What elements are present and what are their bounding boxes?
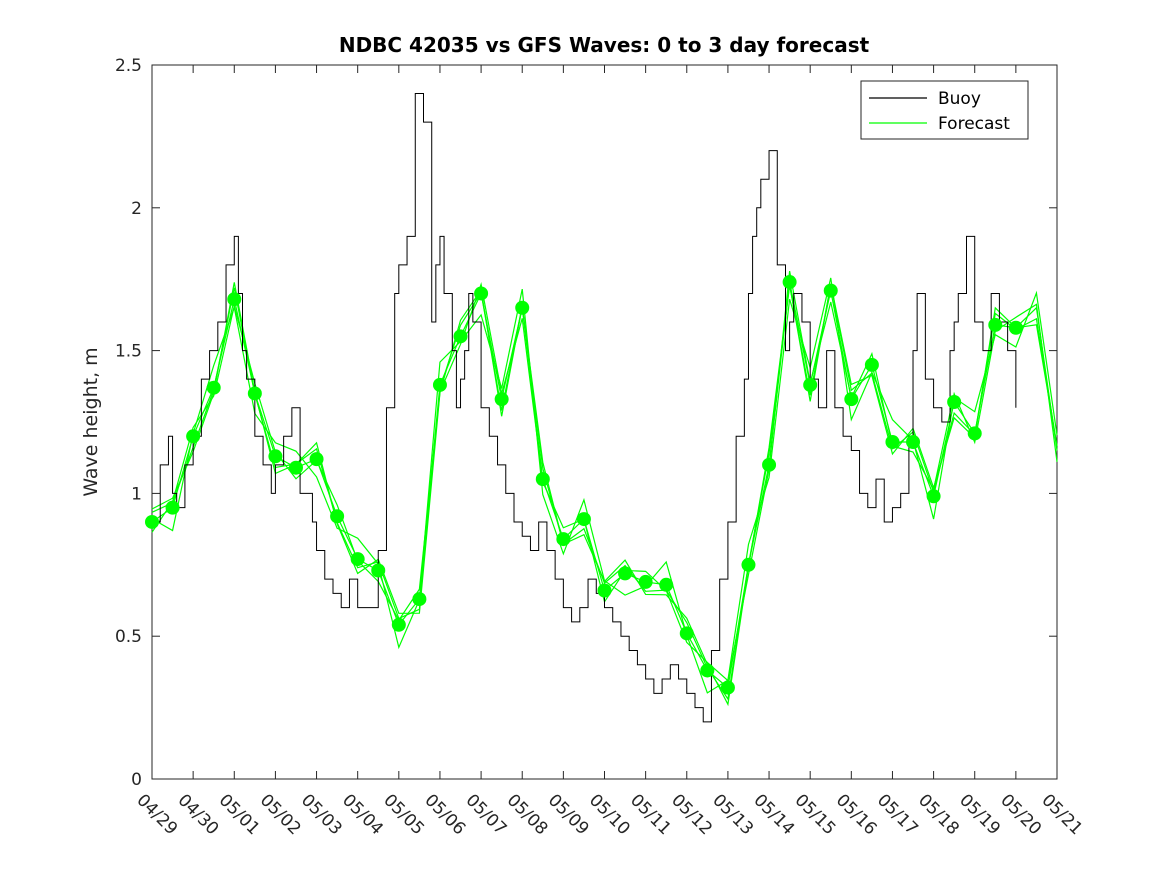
forecast-marker [926,489,941,504]
forecast-marker [288,460,303,475]
forecast-marker [453,329,468,344]
forecast-marker [844,392,859,407]
forecast-marker [885,434,900,449]
forecast-marker [618,566,633,581]
forecast-marker [474,286,489,301]
forecast-marker [432,377,447,392]
forecast-marker [762,457,777,472]
legend-label: Forecast [938,114,1010,134]
forecast-marker [494,392,509,407]
forecast-marker [556,532,571,547]
forecast-marker [186,429,201,444]
forecast-marker [803,377,818,392]
forecast-marker [597,583,612,598]
forecast-marker [659,577,674,592]
y-tick-label: 0 [131,770,142,790]
y-tick-label: 2.5 [115,56,142,76]
forecast-marker [988,317,1003,332]
forecast-marker [145,514,159,529]
forecast-marker [412,592,427,607]
forecast-marker [679,626,694,641]
y-tick-label: 0.5 [115,627,142,647]
forecast-marker [391,617,406,632]
y-tick-label: 1.5 [115,342,142,362]
forecast-series-line [151,282,1058,707]
forecast-marker [165,500,180,515]
forecast-marker [309,452,324,467]
forecast-marker [720,680,735,695]
y-tick-label: 2 [131,199,142,219]
forecast-marker [515,300,530,315]
y-axis-label: Wave height, m [80,347,102,496]
forecast-marker [906,434,921,449]
buoy-series-line [152,93,1017,723]
forecast-marker [350,552,365,567]
forecast-marker [967,426,982,441]
forecast-marker [227,292,242,307]
chart-title: NDBC 42035 vs GFS Waves: 0 to 3 day fore… [339,33,870,57]
forecast-marker [638,574,653,589]
forecast-marker [782,275,797,290]
legend-label: Buoy [938,89,981,109]
forecast-marker [947,395,962,410]
forecast-marker [371,563,386,578]
forecast-marker [535,472,550,487]
forecast-marker [700,663,715,678]
forecast-marker [330,509,345,524]
forecast-marker [823,283,838,298]
y-tick-label: 1 [131,484,142,504]
legend-box [860,80,1029,140]
forecast-marker [1008,320,1023,335]
forecast-marker [741,557,756,572]
forecast-marker [247,386,262,401]
forecast-marker [268,449,283,464]
forecast-marker [864,357,879,372]
forecast-marker [576,512,591,527]
legend: Buoy Forecast [860,80,1029,140]
forecast-marker [206,380,221,395]
